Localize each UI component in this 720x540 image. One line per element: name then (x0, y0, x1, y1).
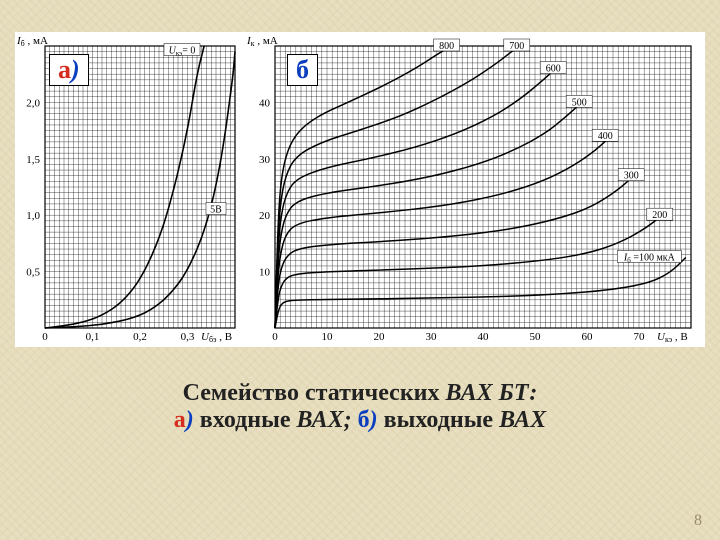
svg-text:30: 30 (259, 154, 271, 166)
svg-text:Iб , мА: Iб , мА (16, 35, 48, 48)
svg-text:0,5: 0,5 (26, 267, 40, 279)
figure-caption: Семейство статических ВАХ БТ: а) входные… (0, 380, 720, 434)
svg-text:600: 600 (546, 64, 561, 75)
svg-text:0: 0 (42, 331, 48, 343)
caption-line1-plain: Семейство статических (183, 380, 446, 406)
caption-b-paren: ) (370, 407, 384, 433)
svg-text:40: 40 (478, 331, 490, 343)
caption-line1-ital: ВАХ БТ: (445, 380, 537, 406)
svg-text:200: 200 (652, 210, 667, 221)
svg-text:10: 10 (322, 331, 334, 343)
caption-b-text: выходные (384, 407, 499, 433)
svg-text:400: 400 (598, 131, 613, 142)
svg-text:700: 700 (509, 41, 524, 52)
svg-text:Uбэ , В: Uбэ , В (201, 331, 232, 344)
svg-text:0,3: 0,3 (181, 331, 195, 343)
svg-text:Uкэ= 0: Uкэ= 0 (169, 46, 196, 58)
svg-text:Uкэ , В: Uкэ , В (657, 331, 688, 344)
svg-text:60: 60 (582, 331, 594, 343)
svg-text:0: 0 (272, 331, 278, 343)
svg-text:70: 70 (634, 331, 646, 343)
caption-a-paren: ) (186, 407, 200, 433)
svg-text:10: 10 (259, 267, 271, 279)
caption-a-mark: а (174, 407, 186, 433)
slide-number: 8 (694, 512, 702, 530)
svg-text:40: 40 (259, 97, 271, 109)
svg-text:Iб =100 мкА: Iб =100 мкА (623, 253, 676, 265)
svg-text:300: 300 (624, 171, 639, 182)
svg-text:800: 800 (439, 41, 454, 52)
svg-text:20: 20 (374, 331, 386, 343)
chart-panels: 0 0,1 0,2 0,3 0,5 1,0 1,5 2,0 Iб , мА Uбэ , В Uкэ=… (0, 32, 720, 347)
svg-text:0,2: 0,2 (133, 331, 147, 343)
caption-a-ital: ВАХ; (297, 407, 358, 433)
caption-b-mark: б (358, 407, 370, 433)
svg-text:2,0: 2,0 (26, 97, 40, 109)
svg-text:30: 30 (426, 331, 438, 343)
chart-badge: а) (49, 54, 89, 86)
chart-a-panel: 0 0,1 0,2 0,3 0,5 1,0 1,5 2,0 Iб , мА Uбэ , В Uкэ=… (15, 32, 245, 347)
caption-a-text: входные (200, 407, 297, 433)
svg-text:1,0: 1,0 (26, 210, 40, 222)
chart-b-panel: 0 10 20 30 40 50 60 70 10 20 30 40 Iк , мА Uкэ , В 800… (245, 32, 705, 347)
chart-badge: б (287, 54, 318, 86)
svg-text:0,1: 0,1 (86, 331, 100, 343)
svg-text:Iк , мА: Iк , мА (246, 35, 278, 48)
svg-text:500: 500 (572, 97, 587, 108)
svg-text:1,5: 1,5 (26, 154, 40, 166)
svg-text:20: 20 (259, 210, 271, 222)
svg-text:50: 50 (530, 331, 542, 343)
caption-b-ital: ВАХ (499, 407, 546, 433)
svg-text:5B: 5B (210, 205, 222, 216)
